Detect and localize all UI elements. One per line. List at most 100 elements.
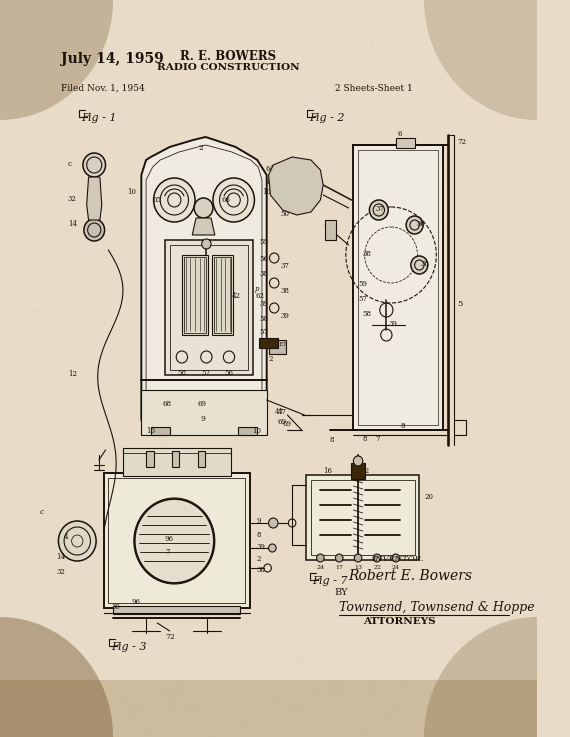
Text: 10: 10 <box>262 188 271 196</box>
Circle shape <box>182 318 188 324</box>
Circle shape <box>441 447 443 450</box>
Bar <box>238 427 257 435</box>
Circle shape <box>275 273 280 279</box>
Circle shape <box>344 677 350 682</box>
Text: 20: 20 <box>424 493 433 501</box>
Circle shape <box>132 572 135 574</box>
Text: Townsend, Townsend & Hoppe: Townsend, Townsend & Hoppe <box>339 601 535 614</box>
Circle shape <box>165 443 168 446</box>
Text: 12: 12 <box>68 370 77 378</box>
Circle shape <box>406 565 408 567</box>
Circle shape <box>117 108 123 113</box>
Text: RESET: RESET <box>270 342 287 347</box>
Circle shape <box>125 352 130 358</box>
Circle shape <box>185 654 186 657</box>
Text: 36: 36 <box>417 220 425 228</box>
Circle shape <box>48 127 51 130</box>
Circle shape <box>164 688 168 693</box>
Text: 58: 58 <box>363 310 372 318</box>
Circle shape <box>79 55 82 58</box>
Circle shape <box>468 666 471 669</box>
Text: 56: 56 <box>259 255 268 263</box>
Text: 37: 37 <box>281 262 290 270</box>
Circle shape <box>369 200 388 220</box>
Text: RADIO CONSTRUCTION: RADIO CONSTRUCTION <box>157 63 299 72</box>
Circle shape <box>410 556 413 559</box>
Circle shape <box>376 144 377 146</box>
Text: 50: 50 <box>281 210 290 218</box>
Text: Robert E. Bowers: Robert E. Bowers <box>349 569 473 583</box>
Circle shape <box>447 100 449 102</box>
Bar <box>259 338 278 348</box>
Circle shape <box>288 445 293 450</box>
Circle shape <box>337 63 339 65</box>
Text: 59: 59 <box>259 238 268 246</box>
Circle shape <box>432 186 434 189</box>
Text: 10: 10 <box>253 427 262 435</box>
Text: ig - 3: ig - 3 <box>118 642 146 652</box>
Text: 16: 16 <box>323 467 332 475</box>
Text: F: F <box>111 642 119 652</box>
Circle shape <box>268 544 276 552</box>
Circle shape <box>505 151 509 156</box>
Circle shape <box>296 346 302 352</box>
Circle shape <box>158 27 161 29</box>
Circle shape <box>481 223 484 226</box>
Circle shape <box>348 68 352 72</box>
Bar <box>268 340 286 354</box>
Circle shape <box>0 617 113 737</box>
Circle shape <box>24 285 27 289</box>
Circle shape <box>233 261 235 264</box>
Text: F: F <box>312 576 320 586</box>
Text: 38: 38 <box>256 566 265 574</box>
Circle shape <box>410 582 413 584</box>
Circle shape <box>144 234 147 238</box>
Circle shape <box>325 237 327 239</box>
Circle shape <box>248 365 251 368</box>
Text: 39: 39 <box>259 300 268 308</box>
Circle shape <box>243 455 245 458</box>
Circle shape <box>0 457 3 461</box>
Text: 69: 69 <box>278 418 287 426</box>
Circle shape <box>81 354 86 359</box>
Text: 38: 38 <box>420 260 429 268</box>
Circle shape <box>411 256 428 274</box>
Text: 10: 10 <box>146 427 155 435</box>
Circle shape <box>194 198 213 218</box>
Circle shape <box>135 499 214 583</box>
Circle shape <box>102 229 107 234</box>
Circle shape <box>495 708 496 709</box>
Circle shape <box>315 112 318 115</box>
Circle shape <box>43 402 47 406</box>
Polygon shape <box>268 157 323 215</box>
Circle shape <box>339 371 341 374</box>
Circle shape <box>142 366 146 371</box>
Circle shape <box>149 252 154 257</box>
Text: July 14, 1959: July 14, 1959 <box>61 52 164 66</box>
Circle shape <box>35 663 37 666</box>
Text: 46: 46 <box>266 178 275 186</box>
Circle shape <box>373 554 381 562</box>
Text: F: F <box>81 113 89 123</box>
Text: 2: 2 <box>256 555 261 563</box>
Circle shape <box>83 153 105 177</box>
Circle shape <box>36 310 42 315</box>
Circle shape <box>523 201 524 203</box>
Circle shape <box>531 614 536 620</box>
Text: 8: 8 <box>256 531 261 539</box>
Bar <box>311 480 414 555</box>
Circle shape <box>378 638 382 643</box>
Text: INVENTOR.: INVENTOR. <box>372 555 424 563</box>
Bar <box>198 451 205 467</box>
Circle shape <box>127 411 129 413</box>
Text: 58: 58 <box>259 315 268 323</box>
Circle shape <box>169 294 172 296</box>
Circle shape <box>58 521 96 561</box>
Circle shape <box>243 555 246 557</box>
Circle shape <box>40 669 43 673</box>
Circle shape <box>256 724 259 727</box>
Circle shape <box>136 450 140 454</box>
Circle shape <box>331 194 334 197</box>
Text: 2: 2 <box>269 355 273 363</box>
Circle shape <box>520 74 524 77</box>
